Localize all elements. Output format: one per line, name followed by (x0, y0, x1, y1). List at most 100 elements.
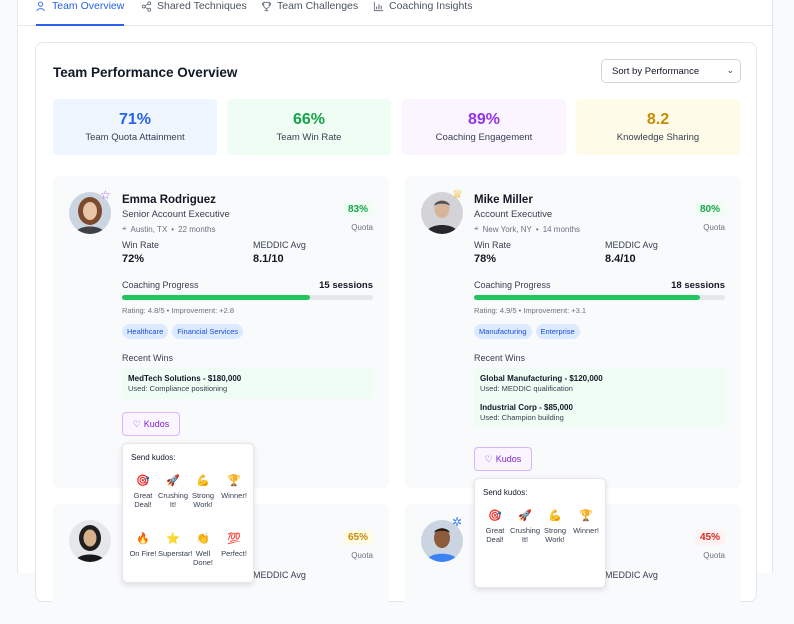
quota-value: 80% (694, 202, 725, 217)
win-used: Used: Compliance positioning (128, 384, 228, 393)
sort-select-value: Sort by Performance (612, 66, 700, 77)
kudos-option[interactable]: 🎯 Great Deal! (480, 509, 510, 544)
stat-label: Coaching Engagement (435, 132, 533, 143)
kudos-option[interactable]: 🎯 Great Deal! (128, 474, 158, 509)
rating-text: Rating: 4.9/5 • Improvement: +3.1 (474, 306, 587, 315)
metric-label: MEDDIC Avg (605, 240, 658, 250)
users-icon (36, 1, 45, 12)
stat-quota-attainment: 71% Team Quota Attainment (53, 99, 217, 155)
avatar (421, 520, 463, 562)
kudos-button[interactable]: ♡ Kudos (122, 412, 180, 436)
tab-label: Team Challenges (277, 0, 359, 12)
separator: • (535, 224, 539, 234)
crown-icon: ♕ (452, 187, 463, 201)
kudos-label: Kudos (143, 419, 170, 429)
rep-location-text: New York, NY (482, 224, 532, 234)
win-name: MedTech Solutions - $180,000 (128, 374, 242, 383)
chevron-down-icon: ⌄ (726, 65, 734, 75)
rep-tenure: 22 months (178, 224, 216, 234)
win-item: Industrial Corp - $85,000 Used: Champion… (474, 399, 725, 428)
kudos-option[interactable]: 💪 Strong Work! (540, 509, 570, 544)
coaching-progress: Coaching Progress 15 sessions (122, 280, 373, 291)
avatar (69, 192, 111, 234)
kudos-popup-title: Send kudos: (131, 453, 176, 462)
coaching-progress: Coaching Progress 18 sessions (474, 280, 725, 291)
kudos-option-label: Great Deal! (133, 491, 153, 509)
kudos-button[interactable]: ♡ Kudos (474, 447, 532, 471)
metric-label: Win Rate (474, 240, 512, 250)
kudos-option[interactable]: 💯 Perfect! (219, 532, 249, 558)
quota-label: Quota (703, 223, 725, 232)
quota-block: 80% Quota (694, 199, 725, 232)
kudos-option-label: On Fire! (129, 549, 157, 558)
tag-list: Healthcare Financial Services (122, 324, 244, 339)
rep-location: ⌖ New York, NY • 14 months (474, 224, 580, 234)
tab-shared-techniques[interactable]: Shared Techniques (141, 0, 247, 26)
kudos-option[interactable]: ⭐ Superstar! (158, 532, 193, 558)
stat-value: 89% (467, 111, 501, 128)
kudos-option[interactable]: 🔥 On Fire! (128, 532, 158, 558)
win-used: Used: MEDDIC qualification (480, 384, 573, 393)
kudos-option-label: Crushing It! (510, 526, 541, 544)
win-item: MedTech Solutions - $180,000 Used: Compl… (122, 368, 373, 399)
tab-label: Coaching Insights (389, 0, 473, 12)
recent-wins-title: Recent Wins (474, 353, 526, 363)
progress-fill (122, 295, 311, 300)
meddic-metric: MEDDIC Avg 8.4/10 (605, 240, 658, 265)
stat-coaching-engagement: 89% Coaching Engagement (402, 99, 566, 155)
metric-label: MEDDIC Avg (605, 570, 658, 580)
quota-value: 45% (694, 530, 725, 545)
clap-icon: 👏 (196, 533, 210, 545)
kudos-option[interactable]: 👏 Well Done! (188, 532, 218, 567)
quota-label: Quota (351, 223, 373, 232)
rep-name: Emma Rodriguez (122, 194, 216, 206)
coaching-label: Coaching Progress (474, 280, 551, 290)
rep-location-text: Austin, TX (130, 224, 168, 234)
stat-win-rate: 66% Team Win Rate (227, 99, 391, 155)
kudos-option[interactable]: 💪 Strong Work! (188, 474, 218, 509)
kudos-option-label: Crushing It! (158, 491, 189, 509)
sparkle-icon: ✲ (452, 515, 463, 529)
rep-location: ⌖ Austin, TX • 22 months (122, 224, 215, 234)
map-pin-icon: ⌖ (474, 224, 479, 233)
win-item: Global Manufacturing - $120,000 Used: ME… (474, 368, 725, 399)
stat-value: 71% (118, 111, 152, 128)
progress-bar (122, 295, 373, 300)
kudos-option[interactable]: 🚀 Crushing It! (158, 474, 188, 509)
kudos-option-label: Superstar! (158, 549, 193, 558)
sessions-count: 15 sessions (319, 280, 373, 291)
metric-label: MEDDIC Avg (253, 570, 306, 580)
trophy-icon (261, 1, 272, 12)
tab-coaching-insights[interactable]: Coaching Insights (373, 0, 472, 26)
quota-block: 83% Quota (342, 199, 373, 232)
page-title: Team Performance Overview (53, 65, 238, 80)
kudos-option[interactable]: 🚀 Crushing It! (510, 509, 540, 544)
quota-value: 83% (342, 202, 373, 217)
kudos-option-label: Well Done! (192, 549, 213, 567)
target-icon: 🎯 (136, 475, 150, 487)
kudos-option-label: Strong Work! (543, 526, 567, 544)
kudos-option[interactable]: 🏆 Winner! (219, 474, 249, 500)
tab-team-overview[interactable]: Team Overview (36, 0, 125, 26)
kudos-option-label: Great Deal! (485, 526, 505, 544)
meddic-metric: MEDDIC Avg 8.1/10 (253, 240, 306, 265)
recent-wins-title: Recent Wins (122, 353, 174, 363)
recent-wins: MedTech Solutions - $180,000 Used: Compl… (122, 368, 373, 399)
sort-select[interactable]: Sort by Performance ⌄ (601, 59, 741, 83)
metric-value: 72% (122, 253, 145, 265)
tab-team-challenges[interactable]: Team Challenges (261, 0, 358, 26)
heart-icon: ♡ (484, 453, 493, 464)
metric-value: 8.1/10 (253, 253, 284, 265)
rep-name: Mike Miller (474, 194, 533, 206)
stat-label: Team Win Rate (276, 132, 342, 143)
kudos-option[interactable]: 🏆 Winner! (571, 509, 601, 535)
team-performance-panel: Team Performance Overview Sort by Perfor… (35, 42, 757, 624)
quota-value: 65% (342, 530, 373, 545)
metric-value: 8.4/10 (605, 253, 636, 265)
stat-value: 8.2 (646, 111, 670, 128)
tab-label: Shared Techniques (157, 0, 247, 12)
star-icon: ⭐ (166, 533, 180, 545)
kudos-popup-title: Send kudos: (483, 488, 528, 497)
meddic-metric: MEDDIC Avg (253, 570, 306, 580)
avatar (421, 192, 463, 234)
